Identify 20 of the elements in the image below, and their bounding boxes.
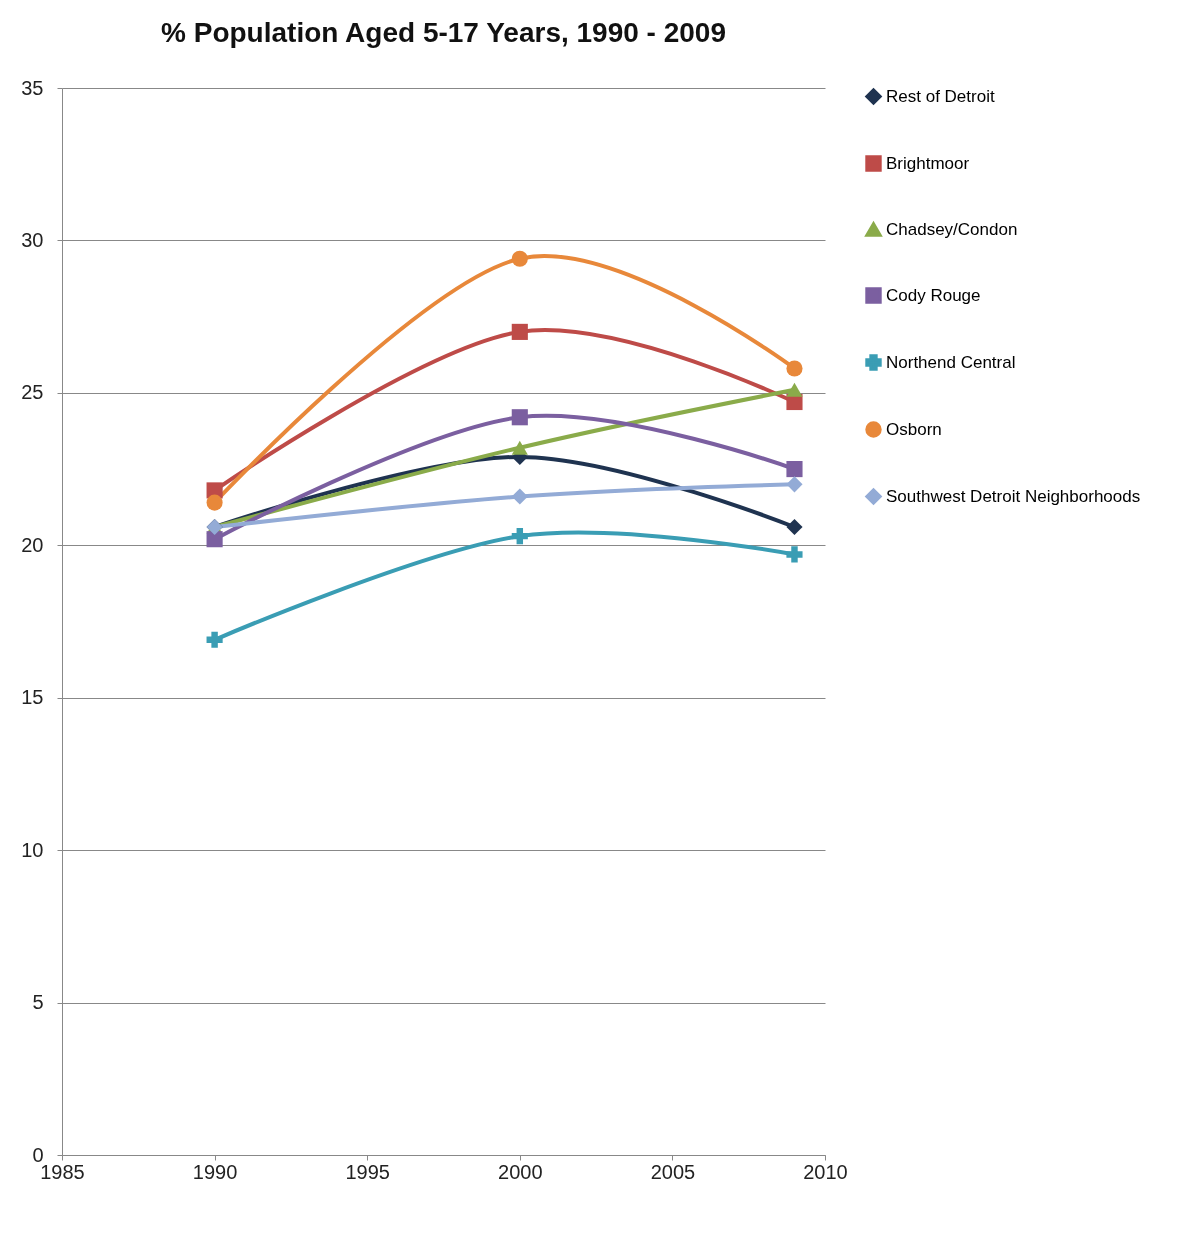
y-tick-label: 25: [21, 381, 44, 404]
legend-label: Southwest Detroit Neighborhoods: [886, 486, 1141, 506]
legend-label: Osborn: [886, 419, 942, 439]
x-tick-label: 1990: [192, 1160, 238, 1183]
y-tick-label: 15: [21, 686, 44, 709]
x-tick-label: 2010: [803, 1160, 848, 1183]
y-tick-label: 20: [21, 533, 44, 556]
legend-label: Brightmoor: [886, 153, 970, 173]
x-tick-label: 2000: [498, 1160, 543, 1183]
legend-label: Rest of Detroit: [886, 86, 995, 106]
chart-title: % Population Aged 5-17 Years, 1990 - 2009: [161, 17, 726, 48]
legend-label: Northend Central: [886, 352, 1016, 372]
legend-label: Cody Rouge: [886, 285, 981, 305]
x-tick-label: 2005: [650, 1160, 696, 1183]
y-tick-label: 5: [32, 991, 44, 1014]
legend-label: Chadsey/Condon: [886, 219, 1018, 239]
y-tick-label: 35: [21, 76, 44, 99]
y-tick-label: 30: [21, 228, 44, 251]
y-tick-label: 10: [21, 838, 44, 861]
x-tick-label: 1995: [345, 1160, 390, 1183]
